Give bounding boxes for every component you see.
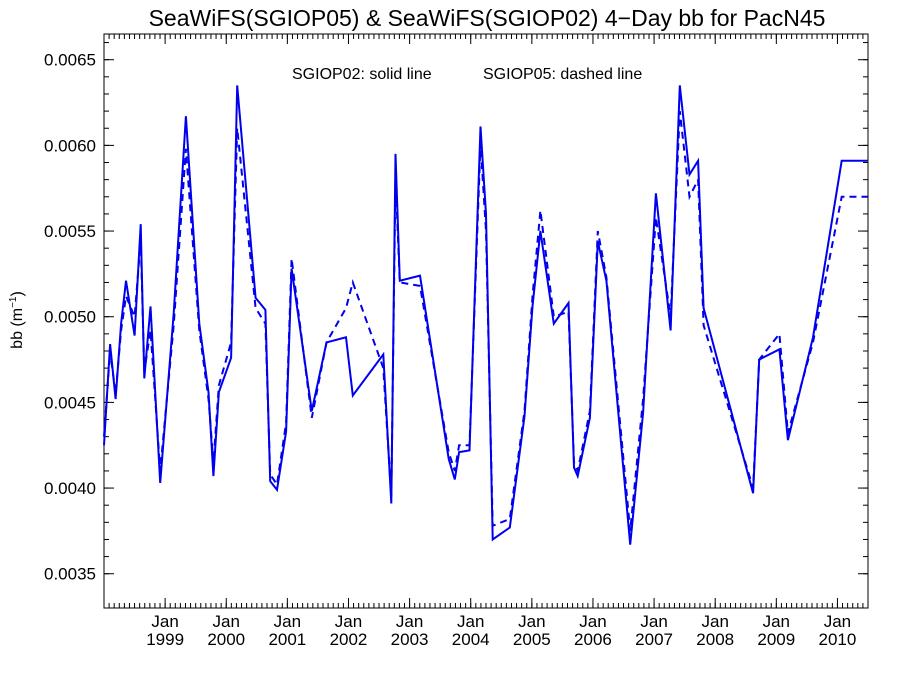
x-tick-month-label: Jan xyxy=(213,612,240,631)
x-tick-year-label: 2004 xyxy=(452,630,490,649)
x-tick-year-label: 2000 xyxy=(207,630,245,649)
x-tick-year-label: 2003 xyxy=(391,630,429,649)
x-tick-year-label: 1999 xyxy=(146,630,184,649)
x-tick-month-label: Jan xyxy=(457,612,484,631)
x-tick-month-label: Jan xyxy=(763,612,790,631)
x-tick-year-label: 2006 xyxy=(574,630,612,649)
y-axis-label-main: bb (m xyxy=(9,308,26,349)
x-tick-year-label: 2008 xyxy=(696,630,734,649)
plot-frame xyxy=(103,33,869,609)
y-tick-label: 0.0050 xyxy=(44,308,96,327)
x-tick-year-label: 2009 xyxy=(757,630,795,649)
y-tick-label: 0.0045 xyxy=(44,393,96,412)
y-tick-label: 0.0040 xyxy=(44,479,96,498)
axes: 0.0035 0.0040 0.0045 0.0050 0.0055 0.0060 0.00… xyxy=(44,33,869,649)
x-tick-year-label: 2007 xyxy=(635,630,673,649)
x-tick-month-label: Jan xyxy=(518,612,545,631)
y-tick-label: 0.0035 xyxy=(44,565,96,584)
x-tick-month-label: Jan xyxy=(824,612,851,631)
y-axis-label: bb (m−1) xyxy=(8,291,26,349)
x-tick-month-label: Jan xyxy=(579,612,606,631)
x-tick-month-label: Jan xyxy=(701,612,728,631)
x-tick-year-label: 2001 xyxy=(268,630,306,649)
x-tick-year-label: 2010 xyxy=(819,630,857,649)
x-tick-year-label: 2002 xyxy=(330,630,368,649)
y-tick-label: 0.0065 xyxy=(44,51,96,70)
x-tick-year-label: 2005 xyxy=(513,630,551,649)
annotation-solid-line: SGIOP02: solid line xyxy=(292,66,432,83)
series-line-sgiop05 xyxy=(103,110,868,531)
y-tick-label: 0.0060 xyxy=(44,136,96,155)
series-lines xyxy=(103,85,868,545)
series-line-sgiop02 xyxy=(103,85,868,545)
chart-title: SeaWiFS(SGIOP05) & SeaWiFS(SGIOP02) 4−Da… xyxy=(149,5,826,31)
x-tick-month-label: Jan xyxy=(640,612,667,631)
y-axis-label-exponent: −1 xyxy=(8,296,19,308)
x-tick-month-label: Jan xyxy=(335,612,362,631)
y-axis-label-close: ) xyxy=(9,291,26,296)
x-tick-month-label: Jan xyxy=(396,612,423,631)
x-tick-month-label: Jan xyxy=(151,612,178,631)
annotation-dashed-line: SGIOP05: dashed line xyxy=(483,66,642,83)
y-tick-label: 0.0055 xyxy=(44,222,96,241)
x-tick-month-label: Jan xyxy=(274,612,301,631)
